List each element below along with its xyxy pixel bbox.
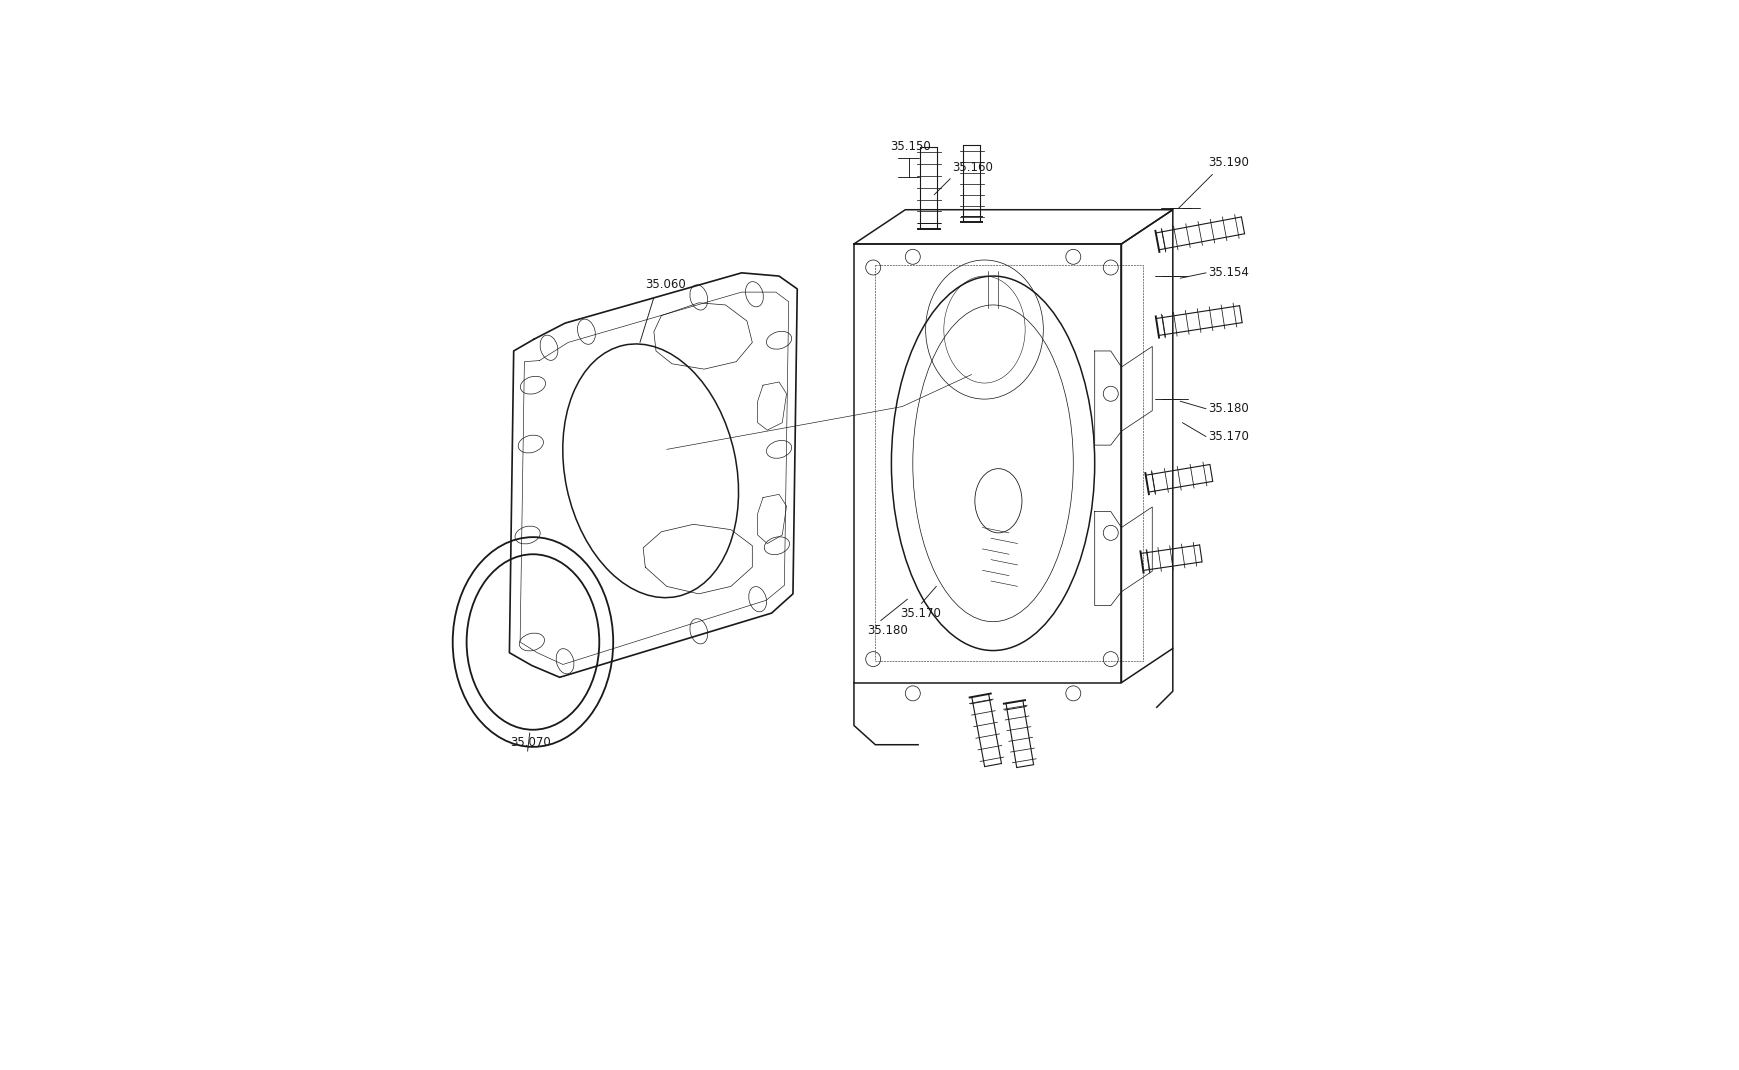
Text: 35.060: 35.060 bbox=[645, 278, 685, 291]
Text: 35.180: 35.180 bbox=[1207, 402, 1249, 415]
Text: 35.154: 35.154 bbox=[1207, 266, 1249, 279]
Text: 35.070: 35.070 bbox=[510, 736, 551, 749]
Text: 35.160: 35.160 bbox=[951, 162, 993, 174]
Text: 35.190: 35.190 bbox=[1207, 156, 1249, 169]
Text: 35.180: 35.180 bbox=[866, 624, 908, 637]
Text: 35.170: 35.170 bbox=[899, 607, 941, 620]
Text: 35.170: 35.170 bbox=[1207, 430, 1249, 443]
Text: 35.150: 35.150 bbox=[890, 140, 930, 153]
